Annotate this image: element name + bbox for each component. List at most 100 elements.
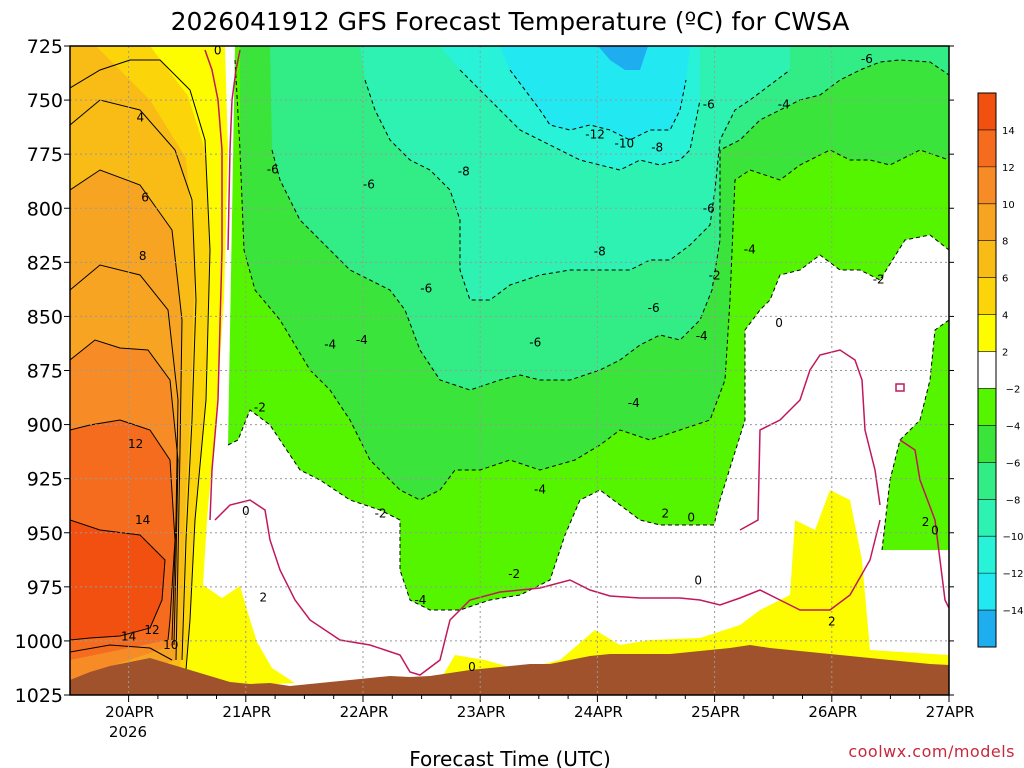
contour-label: 0: [931, 524, 939, 538]
contour-label: 14: [135, 513, 150, 527]
contour-line: [204, 49, 223, 521]
y-tick-label: 725: [27, 36, 63, 58]
contour-line: [234, 59, 949, 501]
colorbar-tick-label: 6: [1002, 274, 1008, 285]
contour-labels: 0 4 6 8 12 14 14 12 10 -6 -6 -8 -12 -10 -8 -6 -4 -6 -8 -6 -4…: [121, 46, 939, 674]
y-tick-label: 800: [27, 198, 63, 220]
colorbar-bin: [978, 93, 996, 131]
plot-area: 0 4 6 8 12 14 14 12 10 -6 -6 -8 -12 -10 -8 -6 -4 -6 -8 -6 -4…: [70, 46, 949, 695]
contour-label: -4: [324, 338, 336, 352]
chart-title: 2026041912 GFS Forecast Temperature (ºC)…: [171, 7, 850, 36]
contour-label: -4: [744, 242, 756, 256]
colorbar-bin: [978, 425, 996, 463]
contour-label: -4: [356, 333, 368, 347]
contour-line: [364, 69, 791, 301]
y-tick-label: 1025: [15, 685, 63, 707]
colorbar-tick-label: −14: [1002, 606, 1023, 617]
contour-label: -2: [375, 506, 387, 520]
colorbar-tick-label: −8: [1006, 495, 1021, 506]
colorbar-tick-label: 14: [1002, 126, 1015, 137]
contour-label: -8: [651, 141, 663, 155]
colorbar-frame: [977, 92, 997, 648]
contour-label: 4: [136, 110, 144, 124]
x-tick-label: 20APR: [105, 703, 154, 721]
contour-line: [739, 349, 881, 531]
contour-line: [70, 99, 197, 661]
contour-line: [70, 519, 166, 641]
zero-contours: [204, 49, 949, 676]
contour-label: 0: [775, 316, 783, 330]
colorbar-bin: [978, 388, 996, 426]
contour-label: -6: [363, 177, 375, 191]
y-tick-label: 825: [27, 252, 63, 274]
colorbar-bin: [978, 536, 996, 574]
contour-label: 6: [141, 190, 149, 204]
contour-label: 0: [687, 511, 695, 525]
contour-label: 0: [242, 504, 250, 518]
band-minus14-minus16: [598, 46, 648, 70]
contour-label: -8: [458, 164, 470, 178]
colorbar-bin: [978, 610, 996, 648]
y-tick-label: 925: [27, 469, 63, 491]
contour-label: 8: [139, 249, 147, 263]
contour-line: [70, 644, 173, 661]
contour-label: -6: [648, 301, 660, 315]
contour-line: [70, 169, 183, 661]
contour-label: -6: [703, 97, 715, 111]
contour-label: -6: [861, 52, 873, 66]
credit-text: coolwx.com/models: [848, 742, 1015, 761]
contour-label: -10: [615, 136, 635, 150]
x-tick-label: 21APR: [222, 703, 271, 721]
colorbar-tick-label: 8: [1002, 237, 1008, 248]
x-tick-label: 26APR: [808, 703, 857, 721]
contour-label: -2: [508, 567, 520, 581]
colorbar-tick-label: 12: [1002, 163, 1015, 174]
y-tick-label: 750: [27, 90, 63, 112]
colorbar-tick-label: −4: [1006, 421, 1021, 432]
contour-label: -4: [696, 329, 708, 343]
contour-label: 0: [468, 660, 476, 674]
colorbar-bin: [978, 277, 996, 316]
colorbar-bin: [978, 351, 996, 389]
band-14-16: [70, 520, 165, 640]
y-tick-label: 875: [27, 361, 63, 383]
colorbar-bin: [978, 499, 996, 537]
contour-label: -8: [594, 245, 606, 259]
contour-line: [70, 264, 179, 641]
contour-line: [509, 69, 687, 141]
x-tick-label: 23APR: [457, 703, 506, 721]
contour-label: -6: [703, 201, 715, 215]
contour-label: -4: [778, 97, 790, 111]
band-2-4-right: [440, 490, 949, 695]
contour-label: 12: [128, 437, 143, 451]
y-tick-label: 975: [27, 577, 63, 599]
colorbar-tick-label: −2: [1006, 384, 1021, 395]
colorbar-tick-label: 4: [1002, 311, 1008, 322]
contour-line: [881, 319, 949, 551]
colorbar: 14 12 10 8 6 4 2 −2 −4 −6 −8 −10 −12 −14: [977, 92, 1024, 648]
x-tick-label: 27APR: [926, 703, 975, 721]
y-tick-label: 775: [27, 144, 63, 166]
colorbar-bin: [978, 129, 996, 168]
colorbar-tick-label: 2: [1002, 348, 1008, 359]
contour-line: [271, 59, 949, 391]
contour-label: 10: [163, 638, 178, 652]
contour-line: [895, 383, 905, 392]
contour-label: -2: [254, 400, 266, 414]
contour-label: 2: [260, 591, 268, 605]
contour-label: 2: [662, 506, 670, 520]
contour-label: 0: [694, 573, 702, 587]
contour-label: -6: [529, 335, 541, 349]
colorbar-bin: [978, 462, 996, 500]
contour-line: [227, 49, 241, 251]
terrain: [70, 645, 949, 695]
colorbar-bin: [978, 203, 996, 242]
contour-lines-dashed: [227, 59, 949, 611]
x-tick-label: 25APR: [691, 703, 740, 721]
contour-label: -2: [873, 273, 885, 287]
x-tick-label: 24APR: [574, 703, 623, 721]
y-tick-label: 1000: [15, 631, 63, 653]
y-tick-label: 950: [27, 523, 63, 545]
contour-label: 2: [922, 515, 930, 529]
x-tick-year: 2026: [109, 723, 147, 741]
